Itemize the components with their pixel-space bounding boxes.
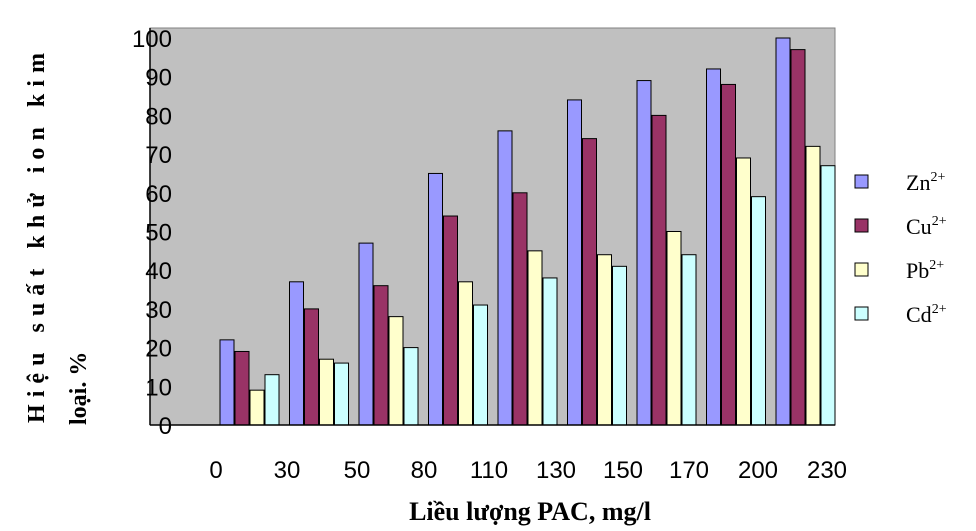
y-tick-label: 20 [145,336,172,363]
bar-cu-200 [790,49,806,426]
bar-cu-150 [651,114,667,426]
x-tick-label: 50 [344,457,371,484]
legend-label-cu: Cu2+ [906,214,947,239]
y-tick-label: 30 [145,297,172,324]
x-tick-label: 130 [536,457,576,484]
y-tick-label: 40 [145,258,172,285]
bar-zn-80 [428,172,443,426]
y-tick-label: 60 [145,181,172,208]
legend-label-cd: Cd2+ [906,302,947,327]
bar-pb-80 [458,281,473,426]
bar-cu-130 [582,138,597,426]
bar-zn-130 [567,99,582,426]
bar-cd-80 [473,304,488,426]
bar-pb-0 [249,389,265,426]
x-tick-labels: 0 30 50 80 110 130 150 170 200 230 [209,457,847,484]
x-tick-label: 150 [603,457,643,484]
bar-cu-170 [721,83,736,426]
legend-label-pb: Pb2+ [906,258,944,283]
bar-zn-200 [775,37,791,426]
bar-cu-0 [234,350,250,426]
y-tick-label: 0 [159,413,172,440]
bar-cu-110 [512,192,528,426]
bar-zn-150 [636,80,652,426]
x-axis-label: Liều lượng PAC, mg/l [409,497,651,526]
bar-pb-50 [388,316,404,426]
x-tick-label: 200 [738,457,778,484]
bar-cd-200 [820,165,836,426]
bar-cd-50 [403,347,419,426]
legend: Zn2+ Cu2+ Pb2+ Cd2+ [854,170,947,327]
bar-pb-110 [527,250,543,426]
legend-swatch-cu [854,218,869,233]
bar-cd-110 [542,277,558,426]
bar-cu-30 [304,308,319,426]
x-tick-label: 170 [669,457,709,484]
bar-cd-30 [334,362,349,426]
y-tick-label: 50 [145,220,172,247]
bar-pb-150 [666,231,682,426]
legend-swatch-cd [854,306,869,321]
bar-cu-50 [373,285,389,426]
bar-zn-50 [358,242,374,426]
x-tick-label: 230 [807,457,847,484]
y-tick-label: 90 [145,65,172,92]
bar-pb-200 [805,145,821,426]
y-tick-label: 100 [132,26,172,53]
y-tick-label: 80 [145,103,172,130]
bar-zn-170 [706,68,721,426]
bar-cd-170 [751,196,766,426]
legend-swatch-zn [854,174,869,189]
bar-cd-150 [681,254,697,426]
bars-group [219,37,836,426]
x-tick-label: 0 [209,457,222,484]
bar-cu-80 [443,215,458,426]
legend-swatch-pb [854,262,869,277]
y-tick-labels: 0 10 20 30 40 50 60 70 80 90 100 [132,26,172,440]
y-tick-label: 70 [145,142,172,169]
y-axis-label: Hiệu suất khử ion kim [24,53,50,423]
bar-cd-0 [264,374,280,426]
legend-label-zn: Zn2+ [906,170,945,195]
bar-pb-130 [597,254,612,426]
bar-zn-30 [289,281,304,426]
x-tick-label: 80 [411,457,438,484]
x-tick-label: 30 [274,457,301,484]
bar-pb-170 [736,157,751,426]
bar-pb-30 [319,358,334,426]
y-tick-label: 10 [145,374,172,401]
bar-zn-0 [219,339,235,426]
bar-zn-110 [497,130,513,426]
y-axis-label-line2: loại. % [66,352,92,425]
axes-group [149,28,835,426]
x-tick-label: 110 [470,457,508,484]
bar-cd-130 [612,265,627,426]
